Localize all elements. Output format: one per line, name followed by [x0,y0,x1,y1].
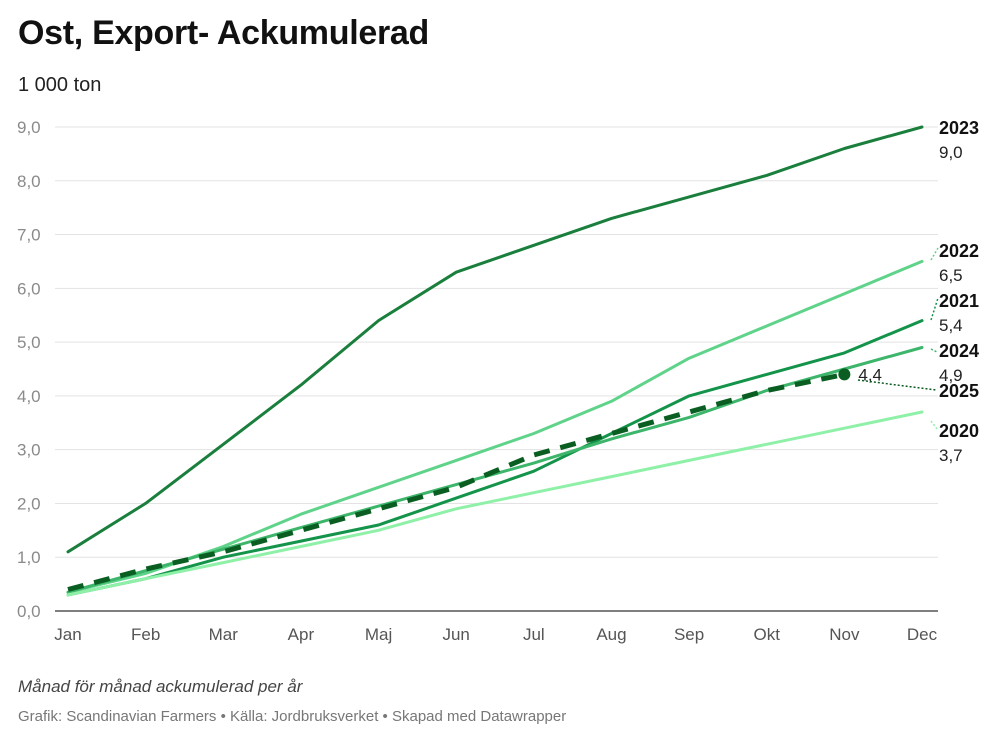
axis-note: Månad för månad ackumulerad per år [18,677,303,696]
x-axis-ticks: Jan Feb Mar Apr Maj Jun Jul Aug Sep Okt Nov Dec [54,625,937,644]
y-tick-label: 9,0 [17,118,41,137]
connector-2020 [930,420,938,430]
y-tick-label: 3,0 [17,441,41,460]
x-tick-label: Jul [523,625,545,644]
series-line-2021 [66,319,924,597]
connector-2021 [930,297,939,321]
y-tick-label: 6,0 [17,279,41,298]
end-year-2024: 2024 [939,341,979,361]
series-line-2020 [66,410,924,597]
grid-lines [55,126,938,612]
x-tick-label: Mar [209,625,239,644]
end-year-2023: 2023 [939,118,979,138]
y-tick-label: 8,0 [17,172,41,191]
end-year-2022: 2022 [939,241,979,261]
y-axis-ticks: 0,0 1,0 2,0 3,0 4,0 5,0 6,0 7,0 8,0 9,0 [17,118,41,621]
x-tick-label: Nov [829,625,860,644]
end-year-2025: 2025 [939,381,979,401]
end-value-2025: 4,4 [858,365,882,384]
x-tick-label: Maj [365,625,392,644]
y-tick-label: 7,0 [17,226,41,245]
connector-2024 [930,348,938,353]
x-tick-label: Feb [131,625,160,644]
series-endpoint-2025 [838,368,851,381]
end-value-2021: 5,4 [939,316,963,335]
series-line-2022 [66,259,924,594]
end-year-2020: 2020 [939,421,979,441]
series-line-2023 [66,125,924,554]
y-tick-label: 5,0 [17,333,41,352]
y-tick-label: 4,0 [17,387,41,406]
x-tick-label: Aug [596,625,626,644]
end-value-2022: 6,5 [939,266,963,285]
unit-label: 1 000 ton [18,74,102,96]
end-value-2023: 9,0 [939,143,963,162]
end-year-2021: 2021 [939,291,979,311]
end-labels: 2023 9,0 2022 6,5 2021 5,4 2024 4,9 2020 3,7 4,4 20… [857,118,979,465]
end-value-2024: 4,9 [939,366,963,385]
x-tick-label: Jun [442,625,469,644]
connector-2025 [857,379,937,391]
series-lines [66,125,924,597]
x-tick-label: Sep [674,625,704,644]
x-tick-label: Jan [54,625,81,644]
x-tick-label: Dec [907,625,938,644]
x-tick-label: Apr [288,625,315,644]
connector-2022 [930,247,939,261]
x-tick-label: Okt [754,625,781,644]
end-value-2020: 3,7 [939,446,963,465]
credits: Grafik: Scandinavian Farmers • Källa: Jo… [18,708,567,725]
y-tick-label: 1,0 [17,548,41,567]
y-tick-label: 0,0 [17,602,41,621]
y-tick-label: 2,0 [17,494,41,513]
chart-title: Ost, Export- Ackumulerad [18,14,429,52]
